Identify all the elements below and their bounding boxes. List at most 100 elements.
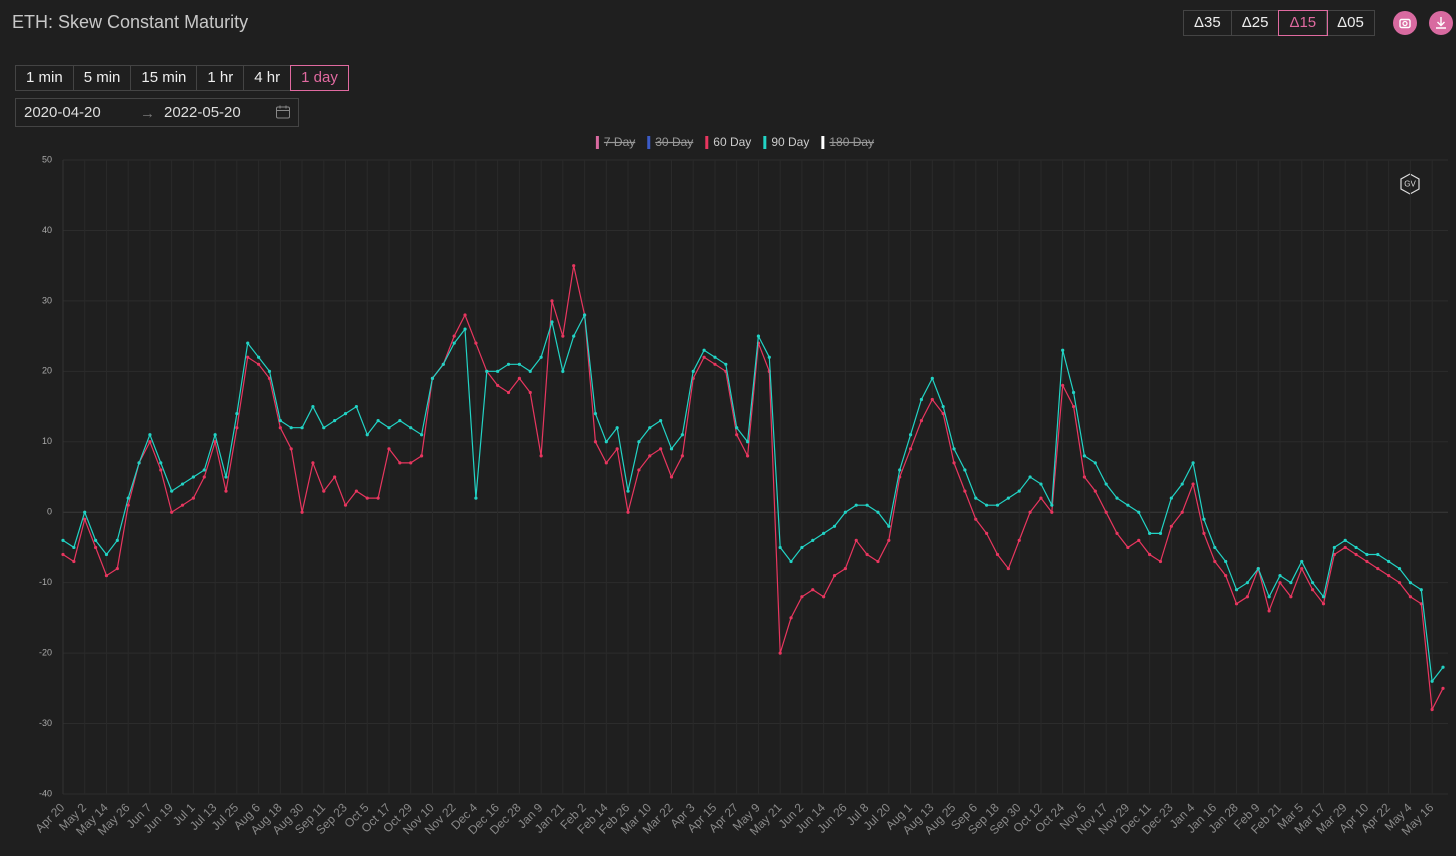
data-point — [463, 327, 467, 331]
y-tick-label: 30 — [42, 295, 52, 305]
camera-button[interactable] — [1393, 11, 1417, 35]
data-point — [202, 468, 206, 472]
data-point — [854, 503, 858, 507]
data-point — [1224, 574, 1228, 578]
option-button[interactable]: 4 hr — [244, 66, 292, 90]
data-point — [474, 341, 478, 345]
data-point — [191, 475, 195, 479]
x-tick-label: Apr 20 — [32, 800, 67, 835]
data-point — [963, 468, 967, 472]
x-tick-label: Jan 28 — [1206, 800, 1242, 836]
data-point — [539, 355, 543, 359]
data-point — [669, 475, 674, 479]
x-tick-label: Dec 23 — [1139, 800, 1176, 837]
data-point — [1441, 665, 1445, 669]
data-point — [615, 447, 619, 451]
data-point — [659, 447, 663, 451]
data-point — [778, 545, 782, 550]
data-point — [952, 461, 956, 465]
x-tick-label: Aug 1 — [883, 800, 915, 832]
data-point — [343, 503, 348, 507]
data-point — [1376, 566, 1380, 571]
data-point — [789, 559, 793, 564]
data-point — [1082, 475, 1087, 479]
x-tick-label: Jan 9 — [515, 800, 546, 831]
data-point — [452, 341, 456, 345]
data-point — [756, 334, 761, 338]
data-point — [724, 362, 728, 366]
data-point — [572, 264, 576, 268]
data-point — [582, 313, 587, 317]
data-point — [1311, 588, 1315, 592]
data-point — [1148, 531, 1152, 535]
data-point — [1017, 489, 1021, 493]
data-point — [1408, 581, 1413, 585]
data-point — [1202, 531, 1206, 535]
data-point — [963, 489, 967, 493]
data-point — [430, 376, 435, 380]
y-tick-label: -30 — [39, 718, 52, 728]
data-point — [941, 412, 945, 416]
option-button[interactable]: Δ15 — [1278, 10, 1329, 36]
x-tick-label: Aug 13 — [900, 800, 937, 837]
data-point — [854, 538, 858, 543]
data-point — [1430, 707, 1434, 712]
data-point — [83, 510, 87, 514]
data-point — [1202, 517, 1206, 521]
data-point — [1376, 552, 1380, 557]
data-point — [919, 419, 924, 423]
option-button[interactable]: 15 min — [131, 66, 198, 90]
download-button[interactable] — [1429, 11, 1453, 35]
data-point — [832, 524, 837, 528]
data-point — [1039, 496, 1043, 500]
data-point — [61, 538, 65, 543]
data-point — [1278, 574, 1282, 578]
x-tick-label: Mar 10 — [618, 800, 655, 837]
x-tick-label: Oct 5 — [341, 800, 371, 830]
data-point — [778, 651, 782, 655]
data-point — [1061, 348, 1065, 352]
data-point — [1430, 679, 1434, 683]
data-point — [604, 440, 608, 444]
data-point — [246, 355, 250, 359]
option-button[interactable]: 1 min — [16, 66, 74, 90]
data-point — [376, 419, 380, 423]
data-point — [93, 538, 98, 543]
data-point — [419, 433, 424, 437]
data-point — [985, 503, 989, 507]
x-tick-label: Oct 12 — [1010, 800, 1045, 835]
data-point — [615, 426, 619, 430]
option-button[interactable]: Δ35 — [1184, 11, 1232, 35]
x-tick-label: Oct 17 — [358, 800, 393, 835]
option-button[interactable]: Δ25 — [1232, 11, 1280, 35]
data-point — [1354, 545, 1358, 550]
data-point — [256, 362, 261, 366]
data-point — [115, 538, 119, 543]
data-point — [213, 433, 217, 437]
data-point — [72, 559, 76, 564]
y-tick-label: -20 — [39, 647, 52, 657]
data-point — [876, 559, 880, 564]
data-point — [843, 566, 847, 571]
data-point — [735, 426, 739, 430]
data-point — [474, 496, 478, 500]
date-range[interactable]: 2020-04-20 → 2022-05-20 — [15, 98, 299, 127]
data-point — [387, 447, 391, 451]
x-tick-label: Feb 26 — [596, 800, 633, 837]
x-tick-label: Sep 23 — [313, 800, 350, 837]
x-tick-label: Sep 11 — [292, 800, 328, 836]
option-button[interactable]: 1 hr — [197, 66, 245, 90]
option-button[interactable]: 5 min — [74, 66, 132, 90]
data-point — [811, 588, 815, 592]
data-point — [952, 447, 956, 451]
x-tick-label: Jan 16 — [1184, 800, 1220, 836]
data-point — [72, 545, 76, 550]
data-point — [1256, 566, 1260, 571]
option-button[interactable]: Δ05 — [1337, 14, 1364, 31]
data-point — [593, 412, 598, 416]
x-tick-label: Sep 18 — [965, 800, 1002, 837]
x-tick-label: Nov 17 — [1074, 800, 1111, 837]
svg-text:GV: GV — [1404, 180, 1416, 189]
option-button[interactable]: 1 day — [290, 65, 349, 91]
data-point — [1213, 545, 1217, 550]
